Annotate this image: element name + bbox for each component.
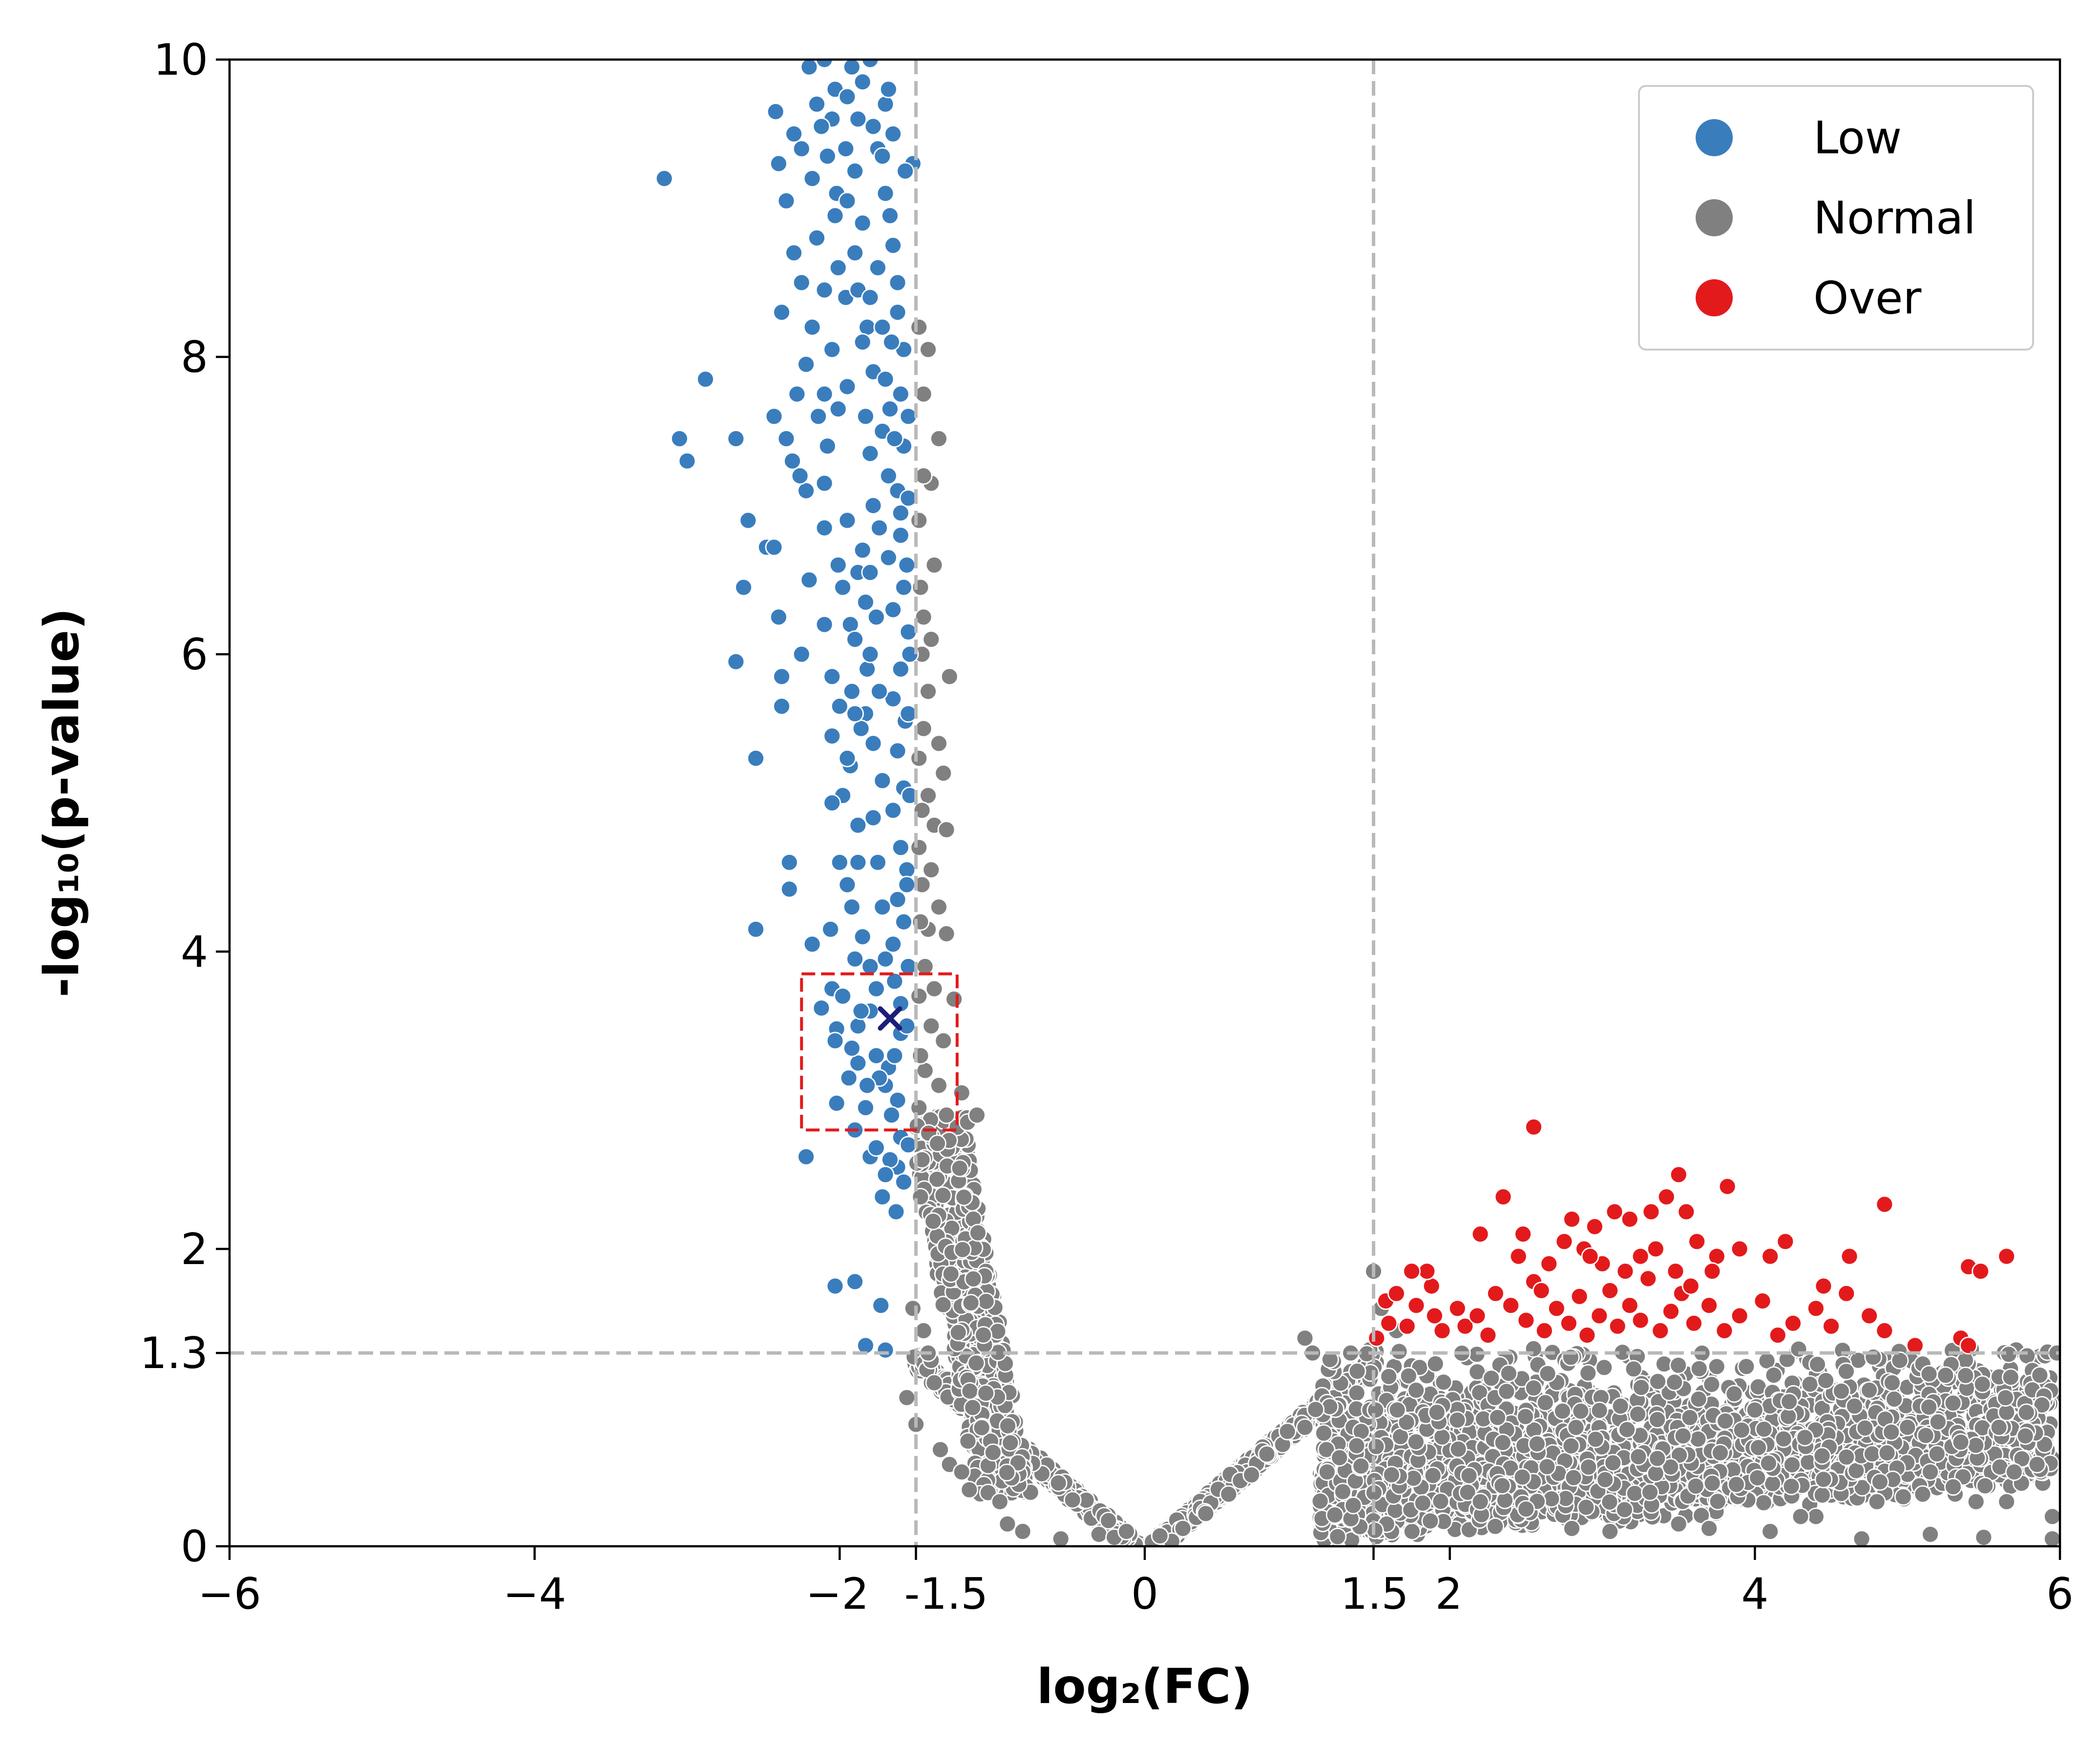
normal-point <box>1538 1364 1557 1383</box>
normal-point <box>1403 1522 1421 1541</box>
normal-point <box>1689 1390 1708 1409</box>
normal-point <box>1629 1405 1647 1423</box>
normal-point <box>1707 1357 1726 1376</box>
normal-point <box>1689 1430 1707 1448</box>
normal-point <box>1347 1384 1366 1402</box>
normal-point <box>1524 1379 1543 1397</box>
normal-point <box>1737 1357 1756 1376</box>
normal-point <box>1808 1355 1827 1373</box>
data-points <box>655 60 2060 1546</box>
normal-point <box>1579 1364 1597 1382</box>
normal-point <box>2001 1368 2020 1387</box>
normal-point <box>1434 1373 1453 1391</box>
normal-point <box>1553 1402 1572 1420</box>
normal-point <box>1764 1366 1783 1385</box>
normal-point <box>1315 1424 1333 1442</box>
normal-point <box>1632 1378 1650 1397</box>
normal-point <box>1049 1474 1068 1492</box>
normal-point <box>1595 1358 1614 1377</box>
normal-point <box>1976 1476 1995 1495</box>
normal-point <box>1572 1402 1590 1420</box>
normal-point <box>1433 1428 1451 1446</box>
normal-point <box>1099 1512 1118 1530</box>
normal-point <box>1789 1340 1808 1358</box>
normal-point <box>1778 1350 1796 1369</box>
normal-point <box>1944 1394 1962 1412</box>
normal-point <box>1894 1488 1912 1506</box>
normal-point <box>1063 1491 1082 1509</box>
normal-point <box>1725 1385 1743 1403</box>
normal-point <box>1278 1422 1297 1441</box>
normal-point <box>1624 1360 1643 1378</box>
normal-point <box>1754 1494 1773 1512</box>
normal-point <box>1499 1364 1518 1383</box>
normal-point <box>1536 1393 1554 1412</box>
normal-point <box>1590 1401 1609 1420</box>
normal-point <box>1482 1369 1501 1388</box>
